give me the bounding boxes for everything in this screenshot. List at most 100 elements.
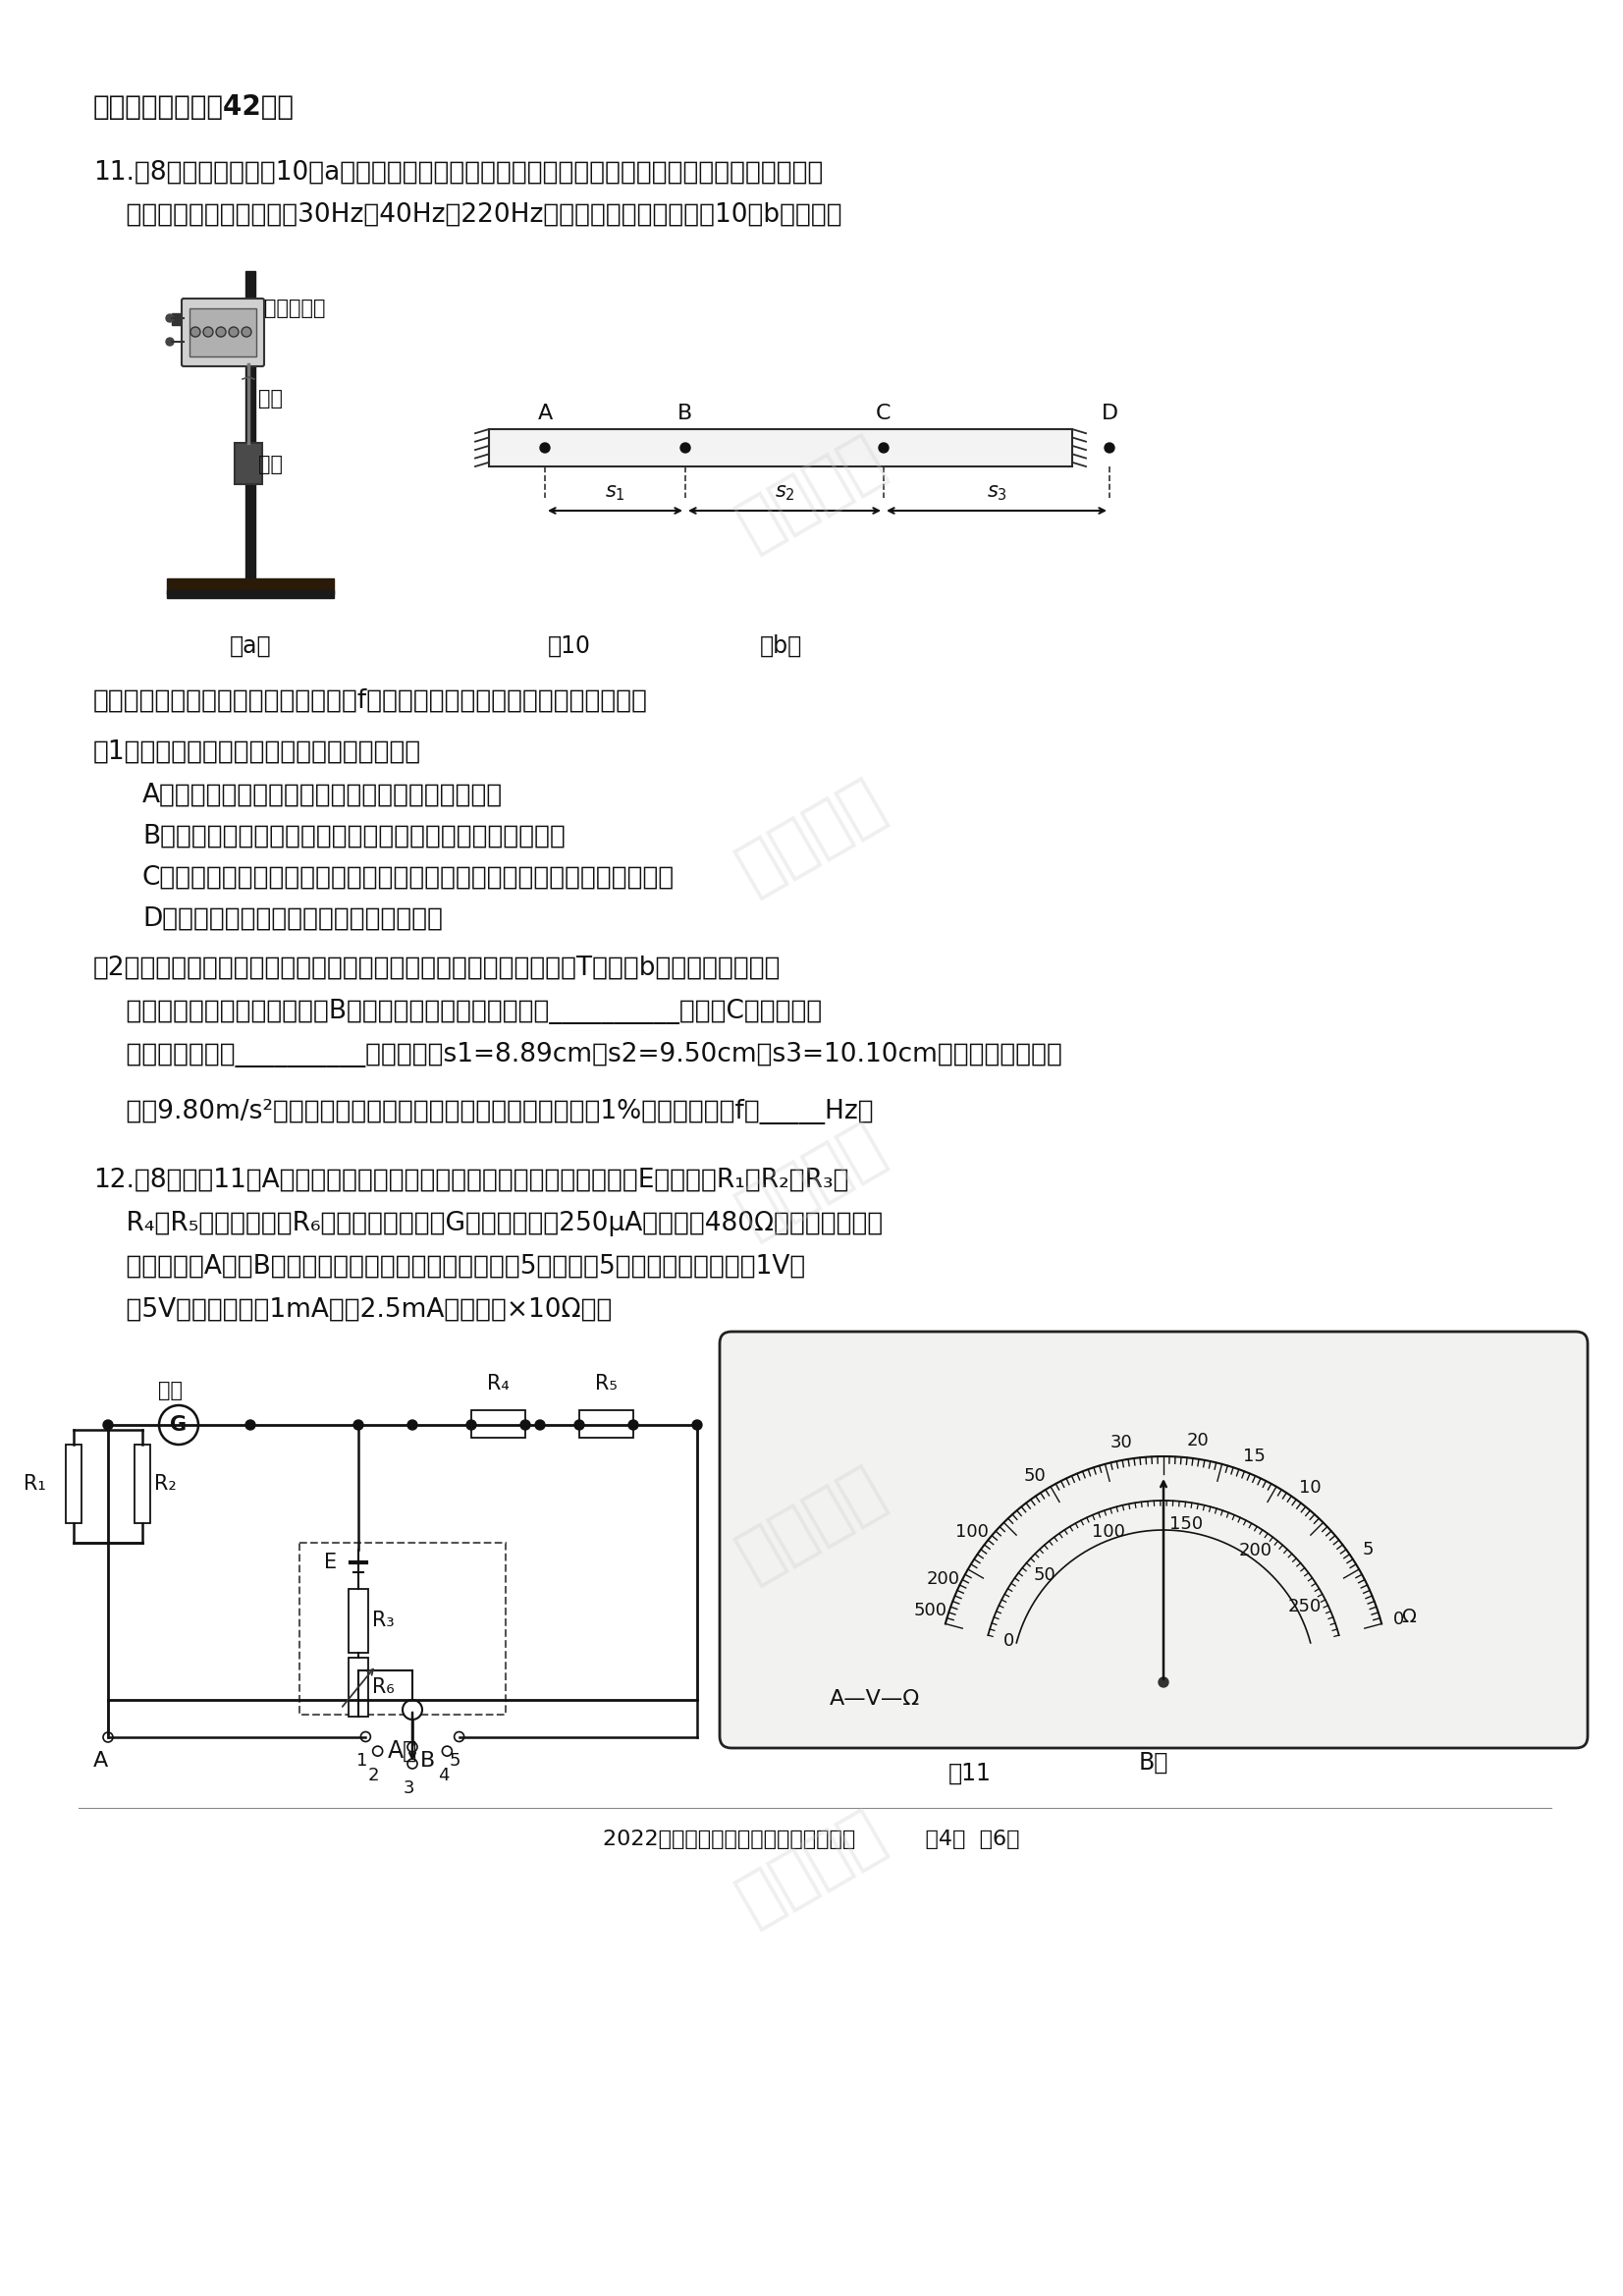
- Text: （a）: （a）: [229, 634, 271, 659]
- Text: 200: 200: [1238, 1543, 1272, 1559]
- Text: A: A: [93, 1752, 107, 1770]
- Text: $s_1$: $s_1$: [605, 482, 625, 503]
- Circle shape: [878, 443, 888, 452]
- Bar: [167, 590, 334, 597]
- Bar: [349, 1589, 368, 1653]
- Text: 250: 250: [1289, 1598, 1321, 1616]
- Text: A图: A图: [388, 1738, 417, 1763]
- Text: 答案知道: 答案知道: [727, 425, 896, 558]
- Bar: [172, 312, 250, 326]
- Circle shape: [407, 1759, 417, 1768]
- Text: 该同学在实验中没有记录交流电的频率f，需要用实验数据和其他条件进行推算。: 该同学在实验中没有记录交流电的频率f，需要用实验数据和其他条件进行推算。: [93, 689, 648, 714]
- Circle shape: [166, 315, 174, 321]
- Text: 表头: 表头: [159, 1380, 183, 1401]
- Text: Ω: Ω: [1401, 1607, 1415, 1626]
- Circle shape: [242, 326, 252, 338]
- Text: 10: 10: [1298, 1479, 1321, 1497]
- Text: 15: 15: [1243, 1446, 1266, 1465]
- Circle shape: [1159, 1678, 1169, 1688]
- Circle shape: [691, 1419, 703, 1430]
- Text: B．实验时，在松开纸带让重物下落的同时，应立即接通电源: B．实验时，在松开纸带让重物下落的同时，应立即接通电源: [143, 824, 565, 850]
- Text: 小为9.80m/s²，试验中重物受到的平均阻力大小约为其重力的1%。由此推算出f为_____Hz。: 小为9.80m/s²，试验中重物受到的平均阻力大小约为其重力的1%。由此推算出f…: [93, 1100, 873, 1125]
- Text: 150: 150: [1169, 1515, 1203, 1531]
- Circle shape: [245, 1419, 255, 1430]
- Text: E: E: [325, 1552, 338, 1573]
- Circle shape: [1105, 443, 1115, 452]
- Text: 落的速度大小为__________；若已测得s1=8.89cm，s2=9.50cm，s3=10.10cm；当重力加速度大: 落的速度大小为__________；若已测得s1=8.89cm，s2=9.50c…: [93, 1042, 1061, 1068]
- Text: 50: 50: [1034, 1566, 1055, 1584]
- Bar: [235, 443, 263, 484]
- Text: 打点计时器: 打点计时器: [265, 298, 326, 319]
- Circle shape: [575, 1419, 584, 1430]
- Bar: [349, 1658, 368, 1717]
- Text: R₅: R₅: [594, 1373, 617, 1394]
- Circle shape: [403, 1699, 422, 1720]
- Circle shape: [203, 326, 213, 338]
- Bar: [579, 1410, 633, 1437]
- Text: 答案知道: 答案知道: [727, 767, 896, 902]
- Bar: [245, 271, 255, 595]
- Text: R₃: R₃: [372, 1609, 394, 1630]
- Text: B: B: [678, 404, 693, 422]
- Circle shape: [407, 1419, 417, 1430]
- Text: （2）若从打出的纸带可判定重物做匀加速下落运动，利用打点周期为T和图（b）中给出的物理量: （2）若从打出的纸带可判定重物做匀加速下落运动，利用打点周期为T和图（b）中给出…: [93, 955, 781, 980]
- Text: （1）（多选）在该实验中，下列叙述正确的是: （1）（多选）在该实验中，下列叙述正确的是: [93, 739, 422, 765]
- Text: 0: 0: [1003, 1632, 1014, 1649]
- Circle shape: [216, 326, 226, 338]
- Text: 500: 500: [914, 1603, 948, 1621]
- Circle shape: [166, 338, 174, 347]
- Text: 可以写出：在打点计时器打出B点时，重物下落的速度大小为__________，打出C点时重物下: 可以写出：在打点计时器打出B点时，重物下落的速度大小为__________，打出…: [93, 999, 823, 1024]
- Bar: [167, 579, 334, 595]
- Bar: [471, 1410, 526, 1437]
- Circle shape: [521, 1419, 531, 1430]
- Circle shape: [441, 1747, 451, 1756]
- Text: 0: 0: [1393, 1609, 1404, 1628]
- Text: 12.（8分）图11（A）为某同学组装完成的简易多用电表的电路图。图中E是电池；R₁、R₂、R₃、: 12.（8分）图11（A）为某同学组装完成的简易多用电表的电路图。图中E是电池；…: [93, 1169, 849, 1194]
- Text: R₄: R₄: [487, 1373, 510, 1394]
- Circle shape: [354, 1419, 364, 1430]
- Text: 图10: 图10: [549, 634, 591, 659]
- Circle shape: [104, 1731, 114, 1743]
- Text: A: A: [537, 404, 552, 422]
- Circle shape: [680, 443, 690, 452]
- Text: 和5V挡，直流电流1mA挡和2.5mA挡，欧姆×10Ω挡。: 和5V挡，直流电流1mA挡和2.5mA挡，欧姆×10Ω挡。: [93, 1297, 612, 1322]
- Text: 电源，可以使用的频率有30Hz、40Hz和220Hz，打出纸带的一部分如图10（b）所示。: 电源，可以使用的频率有30Hz、40Hz和220Hz，打出纸带的一部分如图10（…: [93, 202, 842, 227]
- Text: 100: 100: [1092, 1522, 1125, 1541]
- Text: A—V—Ω: A—V—Ω: [829, 1690, 920, 1708]
- Text: 4: 4: [438, 1768, 450, 1784]
- Text: 200: 200: [927, 1570, 959, 1589]
- Text: 答案知道: 答案知道: [727, 1111, 896, 1247]
- Text: $s_3$: $s_3$: [987, 482, 1006, 503]
- Text: R₆: R₆: [372, 1678, 394, 1697]
- Circle shape: [373, 1747, 383, 1756]
- Text: 答案知道: 答案知道: [727, 1798, 896, 1933]
- Text: 3: 3: [403, 1779, 414, 1798]
- FancyBboxPatch shape: [182, 298, 265, 367]
- Text: 5: 5: [450, 1752, 461, 1770]
- Circle shape: [628, 1419, 638, 1430]
- Text: C: C: [876, 404, 891, 422]
- Circle shape: [360, 1731, 370, 1743]
- Text: 11.（8分）某同学用图10（a）所示的实验装置验证机械能守恒定律，其中打点计时器的电源为交流: 11.（8分）某同学用图10（a）所示的实验装置验证机械能守恒定律，其中打点计时…: [93, 161, 823, 186]
- Bar: [300, 1543, 506, 1715]
- Circle shape: [229, 326, 239, 338]
- Text: R₁: R₁: [24, 1474, 45, 1495]
- Circle shape: [104, 1419, 114, 1430]
- Circle shape: [536, 1419, 545, 1430]
- Circle shape: [407, 1743, 417, 1752]
- Text: 图11: 图11: [948, 1761, 992, 1786]
- Bar: [135, 1444, 151, 1522]
- Circle shape: [618, 1419, 628, 1430]
- Text: A．安装打点计时器时，两限位孔应在同一竖直线上: A．安装打点计时器时，两限位孔应在同一竖直线上: [143, 783, 503, 808]
- Text: R₂: R₂: [154, 1474, 177, 1495]
- Text: 20: 20: [1186, 1433, 1209, 1449]
- Text: 50: 50: [1022, 1467, 1045, 1486]
- Text: 换挡开关，A端和B端分别与两表笔相连。该多用电表有5个挡位，5个挡位为：直流电压1V挡: 换挡开关，A端和B端分别与两表笔相连。该多用电表有5个挡位，5个挡位为：直流电压…: [93, 1254, 805, 1279]
- FancyBboxPatch shape: [719, 1332, 1587, 1747]
- Text: 答案知道: 答案知道: [727, 1456, 896, 1589]
- Text: 1: 1: [355, 1752, 367, 1770]
- Text: 2: 2: [368, 1768, 380, 1784]
- Bar: [190, 308, 256, 356]
- Text: 重物: 重物: [258, 455, 282, 475]
- Text: 100: 100: [954, 1525, 988, 1541]
